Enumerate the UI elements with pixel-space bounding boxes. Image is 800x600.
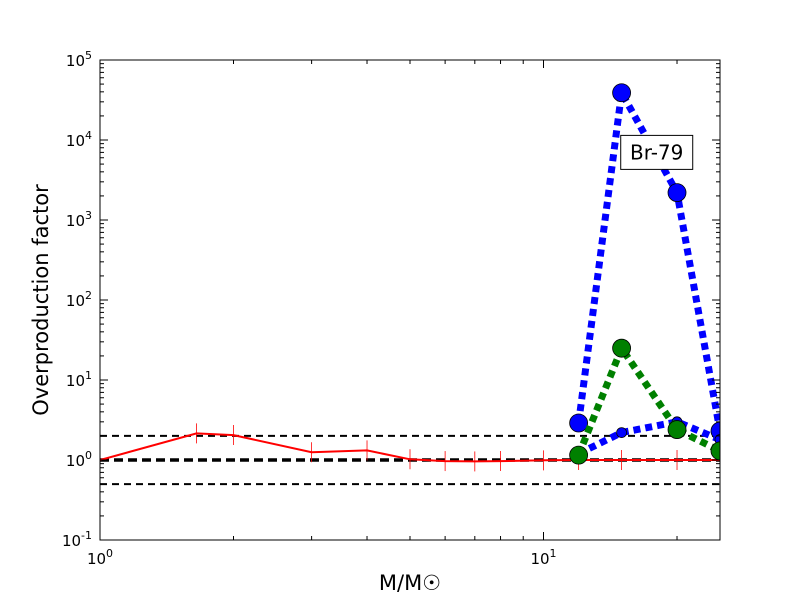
y-tick-label-3: 102 — [66, 289, 92, 310]
series-3-point-2 — [667, 420, 687, 439]
series-2-line — [577, 418, 720, 457]
annotation-box — [620, 134, 694, 170]
x-axis-label: M/M☉ — [379, 571, 441, 595]
series-3-point-3 — [710, 441, 720, 461]
y-tick-label-4: 103 — [66, 209, 92, 230]
x-tick-label-1: 101 — [530, 547, 556, 568]
y-tick-label-0: 10-1 — [62, 529, 92, 550]
annotation-label: Br-79 — [630, 140, 683, 164]
series-2-point-1 — [616, 427, 628, 439]
series-3-line — [575, 340, 720, 457]
series-1-point-1 — [612, 83, 632, 103]
series-3-point-1 — [612, 338, 632, 358]
series-3-point-0 — [569, 445, 589, 465]
y-tick-label-2: 101 — [66, 369, 92, 390]
annotation-0: Br-79 — [620, 134, 694, 170]
series-0-line — [100, 432, 720, 463]
y-axis-label: Overproduction factor — [29, 184, 53, 416]
series-1-point-2 — [667, 183, 687, 203]
series-1-point-0 — [569, 413, 589, 433]
y-tick-label-6: 105 — [66, 49, 92, 70]
y-tick-label-5: 104 — [66, 129, 92, 150]
annotations: Br-79 — [620, 134, 694, 170]
x-tick-label-0: 100 — [87, 547, 113, 568]
y-tick-label-1: 100 — [66, 449, 92, 470]
